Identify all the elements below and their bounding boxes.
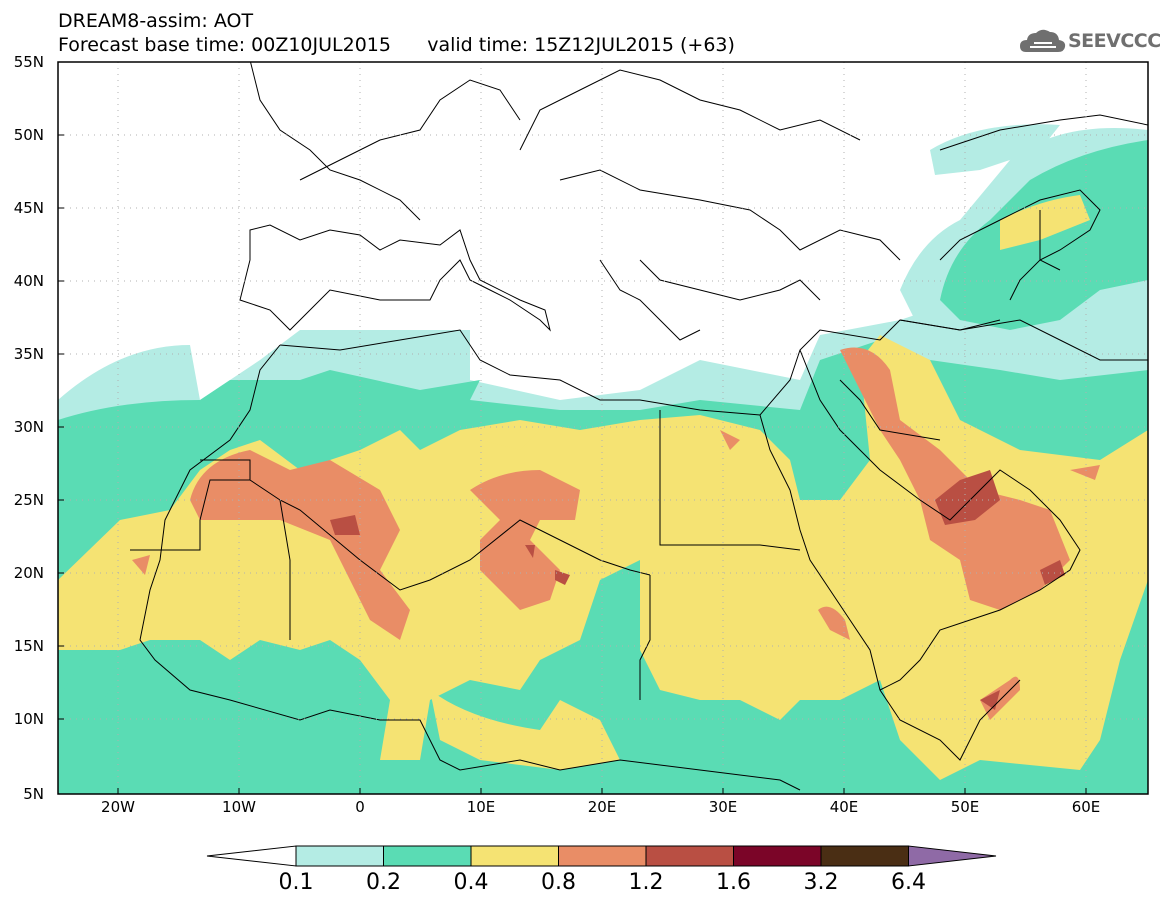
lat-tick-15n: 15N [14, 637, 44, 655]
colorbar-label-5: 1.2 [628, 870, 664, 895]
valid-time: valid time: 15Z12JUL2015 (+63) [427, 34, 735, 56]
lon-axis: 20W 10W 0 10E 20E 30E 40E 50E 60E [101, 788, 1100, 816]
lon-tick-50e: 50E [951, 798, 980, 816]
map-frame [57, 61, 1149, 795]
logo-text: SEEVCCC [1068, 30, 1161, 52]
lon-tick-10e: 10E [467, 798, 496, 816]
lat-axis: 5N 10N 15N 20N 25N 30N 35N 40N 45N 50N 5… [14, 53, 64, 803]
colorbar-label-7: 3.2 [803, 870, 839, 895]
colorbar-high-arrow [908, 845, 997, 867]
colorbar-label-8: 6.4 [891, 870, 926, 895]
map-title: DREAM8-assim: AOT [58, 10, 254, 32]
colorbar-label-1: 0.1 [278, 870, 314, 895]
lat-tick-35n: 35N [14, 345, 44, 363]
lon-tick-60e: 60E [1072, 798, 1101, 816]
time-info: Forecast base time: 00Z10JUL2015 valid t… [58, 34, 735, 56]
lat-tick-55n: 55N [14, 53, 44, 71]
lat-tick-30n: 30N [14, 418, 44, 436]
colorbar-swatch-7 [820, 845, 909, 867]
lat-tick-5n: 5N [23, 785, 44, 803]
colorbar-low-arrow [206, 845, 297, 867]
lat-tick-20n: 20N [14, 564, 44, 582]
lon-tick-30e: 30E [709, 798, 738, 816]
lat-tick-40n: 40N [14, 272, 44, 290]
lat-tick-10n: 10N [14, 710, 44, 728]
colorbar-label-2: 0.2 [366, 870, 401, 895]
lon-tick-20e: 20E [588, 798, 617, 816]
colorbar [206, 845, 997, 867]
lat-tick-45n: 45N [14, 199, 44, 217]
gridlines [58, 62, 1148, 794]
colorbar-swatch-2 [383, 845, 472, 867]
colorbar-label-3: 0.4 [453, 870, 489, 895]
lon-tick-40e: 40E [830, 798, 859, 816]
cloud-logo-icon [1020, 29, 1066, 52]
lat-tick-25n: 25N [14, 491, 44, 509]
colorbar-swatch-6 [733, 845, 822, 867]
lat-tick-50n: 50N [14, 126, 44, 144]
lon-tick-10w: 10W [222, 798, 256, 816]
colorbar-swatch-3 [470, 845, 559, 867]
colorbar-swatch-4 [558, 845, 647, 867]
base-time: Forecast base time: 00Z10JUL2015 [58, 34, 391, 56]
colorbar-swatch-1 [295, 845, 384, 867]
colorbar-label-4: 0.8 [541, 870, 576, 895]
colorbar-swatch-5 [645, 845, 734, 867]
colorbar-label-6: 1.6 [716, 870, 751, 895]
lon-tick-20w: 20W [101, 798, 135, 816]
map-outlines [130, 62, 1148, 791]
lon-tick-0: 0 [355, 798, 365, 816]
